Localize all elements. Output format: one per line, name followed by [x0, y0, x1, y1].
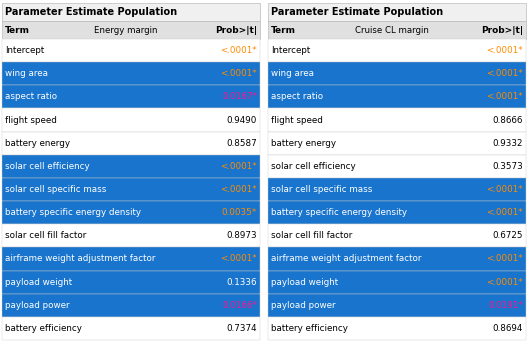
Text: 0.8694: 0.8694 [493, 324, 523, 333]
Text: aspect ratio: aspect ratio [271, 92, 323, 101]
Text: 0.8973: 0.8973 [227, 231, 257, 240]
Text: payload weight: payload weight [5, 278, 72, 287]
Text: <.0001*: <.0001* [486, 254, 523, 263]
Text: Intercept: Intercept [271, 46, 310, 55]
Text: 0.7374: 0.7374 [227, 324, 257, 333]
Text: payload power: payload power [5, 301, 70, 310]
Text: 0.0166*: 0.0166* [222, 301, 257, 310]
Text: 0.0035*: 0.0035* [222, 208, 257, 217]
Text: Term: Term [5, 25, 30, 34]
Bar [2, 85, 260, 109]
Bar [268, 201, 526, 224]
Bar [2, 21, 260, 39]
Text: 0.9490: 0.9490 [227, 116, 257, 125]
Text: 0.8666: 0.8666 [493, 116, 523, 125]
Bar [268, 247, 526, 271]
Text: wing area: wing area [5, 69, 48, 78]
Text: Intercept: Intercept [5, 46, 44, 55]
Bar [2, 132, 260, 155]
Bar [2, 271, 260, 294]
Text: <.0001*: <.0001* [220, 254, 257, 263]
Text: Parameter Estimate Population: Parameter Estimate Population [5, 7, 177, 17]
Text: <.0001*: <.0001* [486, 69, 523, 78]
Bar [2, 3, 260, 21]
Text: <.0001*: <.0001* [486, 208, 523, 217]
Text: Parameter Estimate Population: Parameter Estimate Population [271, 7, 443, 17]
Bar [268, 224, 526, 247]
Bar [2, 294, 260, 317]
Text: <.0001*: <.0001* [486, 185, 523, 194]
Text: 0.8587: 0.8587 [227, 139, 257, 148]
Text: 0.6725: 0.6725 [493, 231, 523, 240]
Bar [268, 155, 526, 178]
Text: battery efficiency: battery efficiency [271, 324, 348, 333]
Text: 0.0191*: 0.0191* [488, 301, 523, 310]
Bar [268, 21, 526, 39]
Bar [2, 109, 260, 132]
Bar [2, 224, 260, 247]
Text: flight speed: flight speed [271, 116, 323, 125]
Text: <.0001*: <.0001* [220, 185, 257, 194]
Text: Prob>|t|: Prob>|t| [215, 25, 257, 34]
Text: flight speed: flight speed [5, 116, 57, 125]
Text: Prob>|t|: Prob>|t| [481, 25, 523, 34]
Text: payload power: payload power [271, 301, 336, 310]
Bar [268, 178, 526, 201]
Bar [268, 294, 526, 317]
Bar [2, 155, 260, 178]
Text: 0.0167*: 0.0167* [222, 92, 257, 101]
Text: solar cell specific mass: solar cell specific mass [5, 185, 106, 194]
Bar [2, 39, 260, 62]
Text: <.0001*: <.0001* [220, 69, 257, 78]
Text: Cruise CL margin: Cruise CL margin [355, 25, 429, 34]
Text: battery efficiency: battery efficiency [5, 324, 82, 333]
Text: 0.9332: 0.9332 [493, 139, 523, 148]
Bar [268, 132, 526, 155]
Text: aspect ratio: aspect ratio [5, 92, 57, 101]
Text: solar cell efficiency: solar cell efficiency [271, 162, 356, 171]
Text: battery energy: battery energy [5, 139, 70, 148]
Bar [2, 317, 260, 340]
Bar [268, 85, 526, 109]
Text: <.0001*: <.0001* [486, 46, 523, 55]
Text: Energy margin: Energy margin [94, 25, 157, 34]
Text: solar cell efficiency: solar cell efficiency [5, 162, 90, 171]
Bar [2, 178, 260, 201]
Text: <.0001*: <.0001* [486, 278, 523, 287]
Text: solar cell fill factor: solar cell fill factor [271, 231, 352, 240]
Text: 0.1336: 0.1336 [227, 278, 257, 287]
Text: battery specific energy density: battery specific energy density [271, 208, 407, 217]
Text: <.0001*: <.0001* [220, 162, 257, 171]
Text: airframe weight adjustment factor: airframe weight adjustment factor [5, 254, 156, 263]
Bar [268, 39, 526, 62]
Text: battery energy: battery energy [271, 139, 336, 148]
Bar [268, 3, 526, 21]
Bar [2, 62, 260, 85]
Bar [268, 271, 526, 294]
Text: airframe weight adjustment factor: airframe weight adjustment factor [271, 254, 421, 263]
Text: payload weight: payload weight [271, 278, 338, 287]
Text: solar cell fill factor: solar cell fill factor [5, 231, 87, 240]
Text: <.0001*: <.0001* [220, 46, 257, 55]
Text: wing area: wing area [271, 69, 314, 78]
Bar [268, 317, 526, 340]
Text: Term: Term [271, 25, 296, 34]
Text: battery specific energy density: battery specific energy density [5, 208, 141, 217]
Text: <.0001*: <.0001* [486, 92, 523, 101]
Bar [268, 62, 526, 85]
Bar [268, 109, 526, 132]
Text: solar cell specific mass: solar cell specific mass [271, 185, 372, 194]
Text: 0.3573: 0.3573 [492, 162, 523, 171]
Bar [2, 247, 260, 271]
Bar [2, 201, 260, 224]
